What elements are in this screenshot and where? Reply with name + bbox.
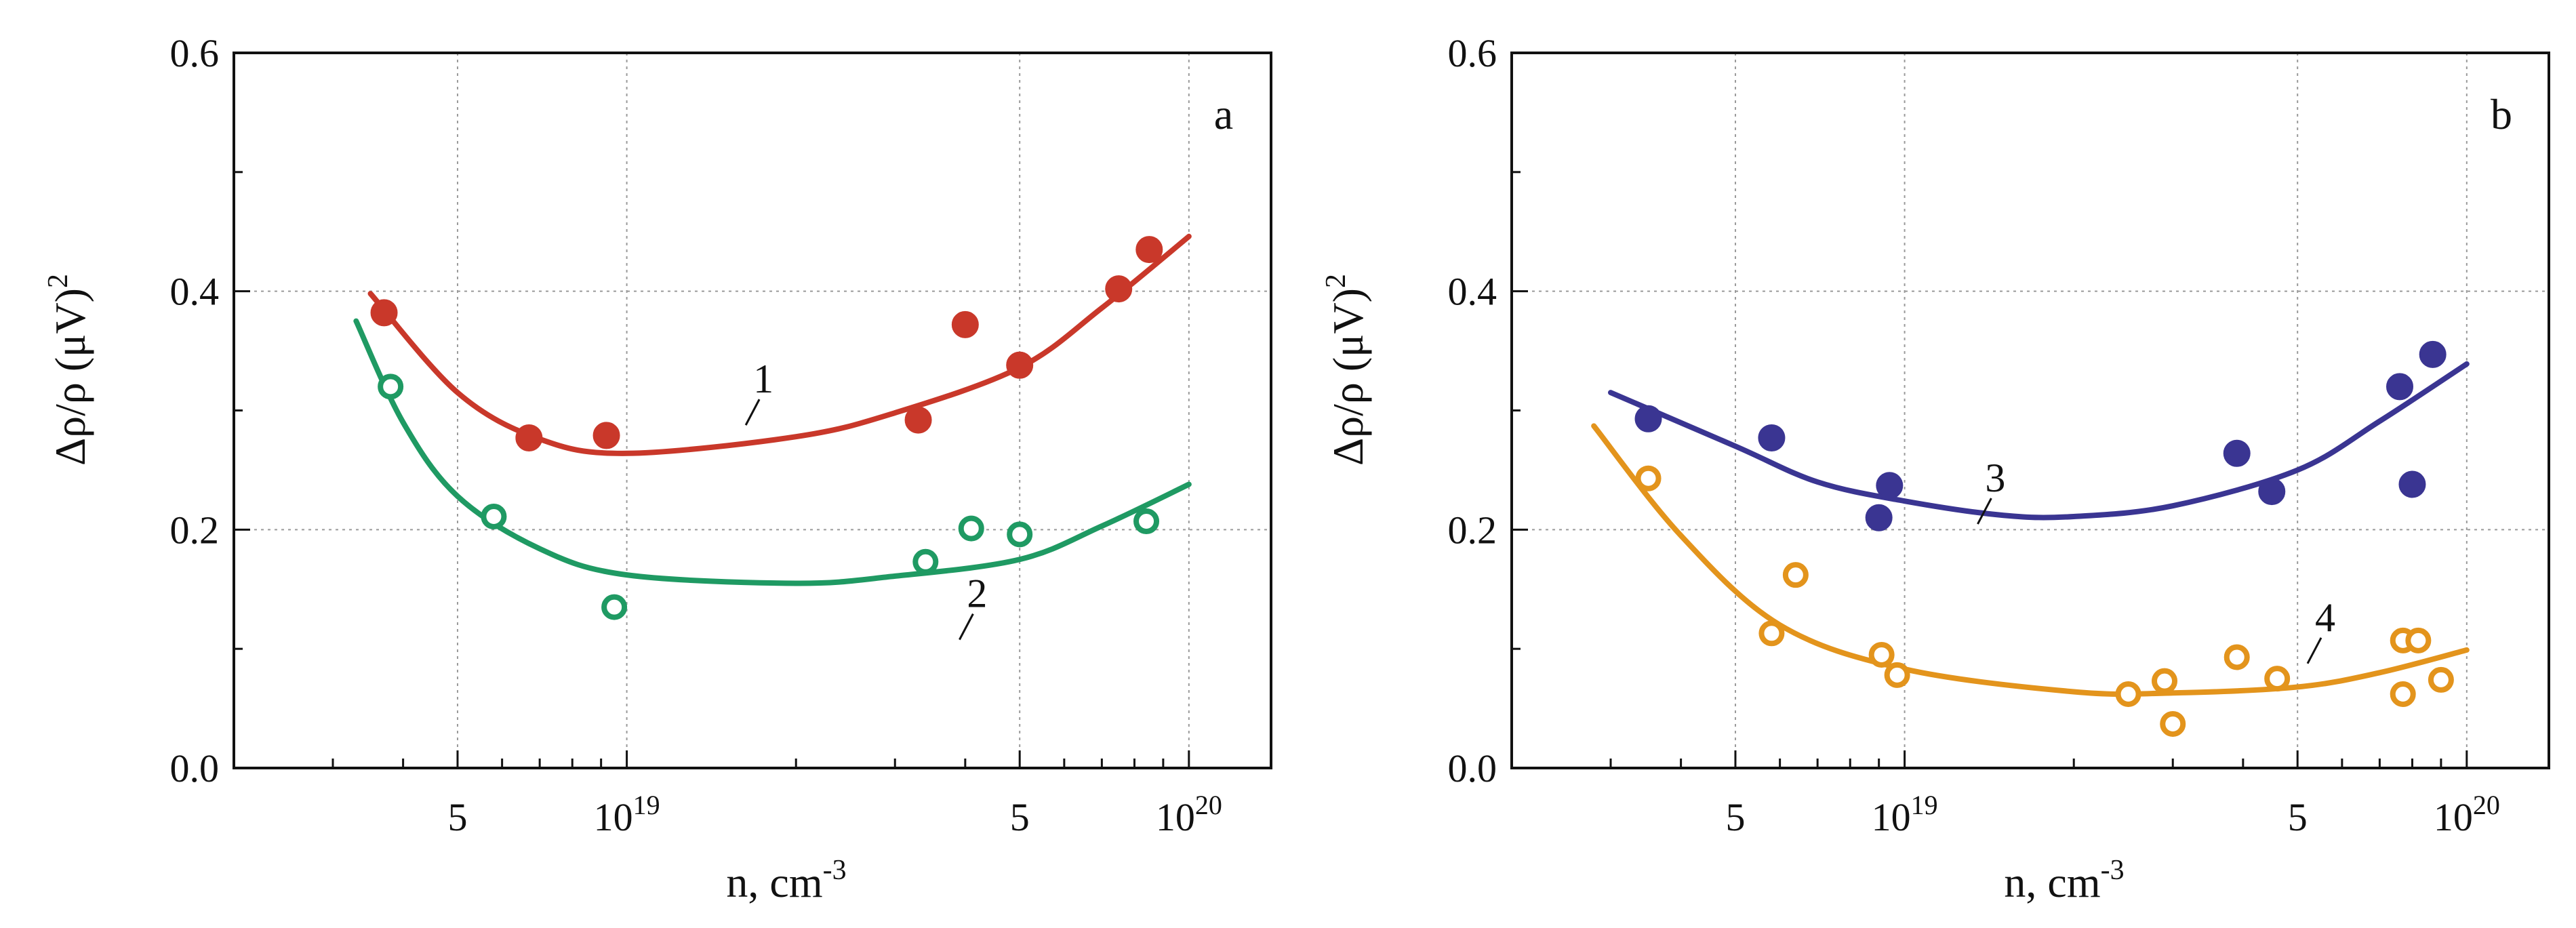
data-point-1 <box>1105 275 1133 303</box>
curve-label-leader <box>2306 637 2322 664</box>
data-point-3 <box>1634 405 1662 432</box>
y-axis-label: Δρ/ρ (μV)2 <box>43 274 94 466</box>
data-point-3 <box>1876 472 1904 500</box>
data-point-4 <box>2223 644 2250 670</box>
x-axis-label: n, cm-3 <box>726 855 846 906</box>
x-tick-label: 5 <box>447 795 467 839</box>
x-tick-label: 5 <box>1725 795 1745 839</box>
data-point-1 <box>515 424 543 451</box>
data-point-4 <box>1868 641 1895 668</box>
data-point-4 <box>1782 562 1809 588</box>
curve-label-2: 2 <box>967 571 987 616</box>
data-point-3 <box>1758 424 1786 451</box>
data-point-2 <box>1007 521 1033 548</box>
data-point-4 <box>2428 666 2454 693</box>
data-point-2 <box>1133 508 1160 535</box>
data-point-1 <box>1135 236 1163 264</box>
curve-label-leader <box>959 613 974 641</box>
x-tick-label: 1019 <box>1872 790 1938 839</box>
y-tick-label: 0.4 <box>170 270 220 314</box>
data-point-4 <box>1884 662 1910 688</box>
data-point-4 <box>2405 627 2432 653</box>
data-point-1 <box>904 406 932 434</box>
data-point-4 <box>1635 465 1662 491</box>
y-tick-label: 0.6 <box>1448 31 1497 75</box>
data-point-1 <box>951 310 979 338</box>
fit-curve-2 <box>353 318 1192 586</box>
data-point-3 <box>2223 439 2251 467</box>
x-tick-label: 1019 <box>594 790 660 839</box>
x-tick-label: 5 <box>1010 795 1030 839</box>
fit-curve-1 <box>367 233 1192 456</box>
fit-curve-3 <box>1608 361 2470 521</box>
y-axis-label: Δρ/ρ (μV)2 <box>1321 274 1372 466</box>
y-tick-label: 0.2 <box>170 508 220 552</box>
data-point-3 <box>2398 470 2426 498</box>
y-tick-label: 0.4 <box>1448 270 1497 314</box>
x-tick-label: 1020 <box>1156 790 1222 839</box>
data-point-3 <box>2258 478 2286 506</box>
data-point-3 <box>2386 373 2413 401</box>
y-tick-label: 0.2 <box>1448 508 1497 552</box>
panel-a: 0.0 0.2 0.4 0.6 5 1019 5 1020 n, cm-3 Δρ/ρ (μV)2 a… <box>43 31 1272 906</box>
x-axis-label: n, cm-3 <box>2004 855 2124 906</box>
y-tick-label: 0.0 <box>170 746 220 790</box>
y-tick-label: 0.6 <box>170 31 220 75</box>
y-tick-label: 0.0 <box>1448 746 1497 790</box>
data-point-2 <box>378 374 404 400</box>
data-point-2 <box>958 515 984 542</box>
data-point-1 <box>592 422 620 449</box>
data-point-2 <box>912 548 939 575</box>
data-point-2 <box>481 503 507 529</box>
data-point-2 <box>601 594 628 620</box>
data-point-4 <box>2390 681 2416 707</box>
data-point-4 <box>2115 681 2141 707</box>
data-point-4 <box>2160 710 2186 737</box>
data-point-4 <box>2152 668 2178 694</box>
panel-b: 0.0 0.2 0.4 0.6 5 1019 5 1020 n, cm-3 Δρ/ρ (μV)2 b… <box>1321 31 2550 906</box>
curve-label-leader <box>744 399 761 426</box>
data-point-1 <box>1006 351 1034 379</box>
curve-label-leader <box>1977 498 1992 525</box>
x-tick-label: 1020 <box>2434 790 2500 839</box>
panel-letter: b <box>2491 90 2512 138</box>
x-tick-label: 5 <box>2288 795 2308 839</box>
curve-label-3: 3 <box>1985 456 2005 500</box>
data-point-4 <box>2264 666 2291 692</box>
data-point-3 <box>1865 504 1893 531</box>
curve-label-4: 4 <box>2315 595 2335 640</box>
fit-curve-4 <box>1591 423 2470 698</box>
curve-label-1: 1 <box>753 357 773 401</box>
data-point-1 <box>370 299 398 327</box>
panel-letter: a <box>1214 90 1233 138</box>
data-point-4 <box>1758 620 1785 647</box>
data-point-3 <box>2419 340 2447 368</box>
